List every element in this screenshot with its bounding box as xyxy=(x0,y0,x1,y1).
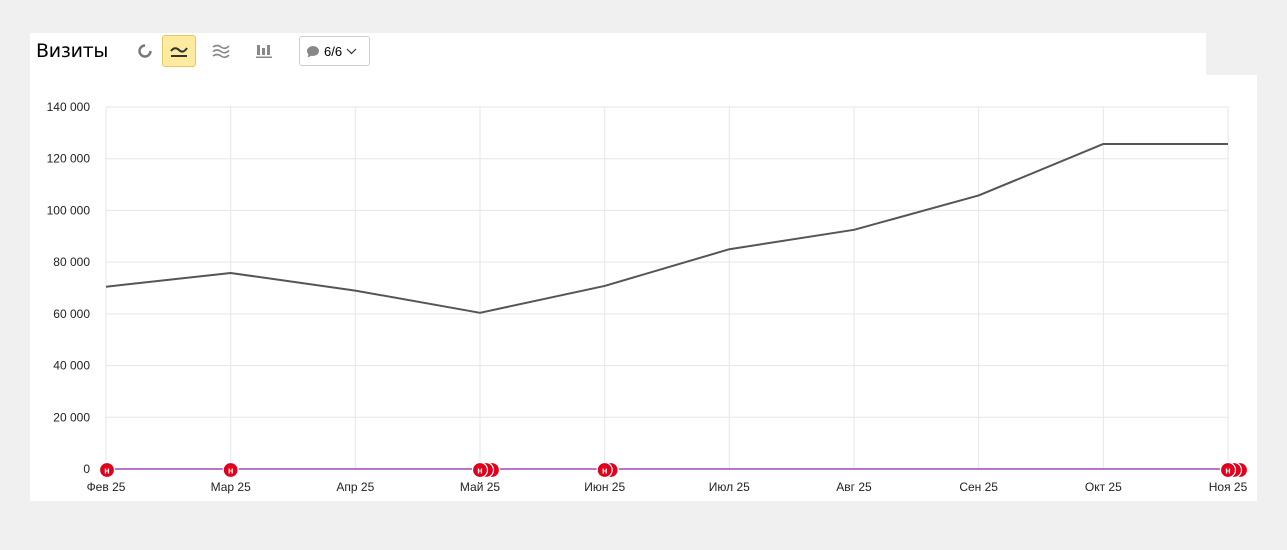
note-marker[interactable] xyxy=(98,461,116,479)
data-point[interactable] xyxy=(477,310,483,316)
data-point[interactable] xyxy=(1225,141,1231,147)
y-tick-label: 100 000 xyxy=(47,203,91,217)
chart-panel xyxy=(30,75,1257,501)
note-marker[interactable] xyxy=(471,461,489,479)
note-marker-label: н xyxy=(228,466,233,476)
pie-chart-icon xyxy=(138,44,152,58)
series-line-visits xyxy=(105,142,1228,314)
x-tick-label: Мар 25 xyxy=(211,480,251,494)
note-marker[interactable] xyxy=(222,461,239,479)
data-point[interactable] xyxy=(103,284,109,290)
note-marker-label: н xyxy=(104,466,109,476)
note-marker[interactable] xyxy=(596,461,613,479)
bar-chart-mode-button[interactable] xyxy=(247,35,281,67)
data-point[interactable] xyxy=(1100,141,1106,147)
x-tick-label: Фев 25 xyxy=(87,480,126,494)
chart-header-panel xyxy=(30,33,1206,75)
area-chart-icon xyxy=(212,44,230,59)
x-tick-label: Сен 25 xyxy=(959,480,998,494)
data-point[interactable] xyxy=(602,283,608,289)
y-tick-label: 0 xyxy=(83,462,90,476)
pie-chart-mode-button[interactable] xyxy=(128,35,162,67)
x-tick-label: Июн 25 xyxy=(584,480,625,494)
note-marker-label: н xyxy=(477,466,482,476)
note-marker-label: н xyxy=(602,466,607,476)
line-chart-mode-button[interactable] xyxy=(162,35,196,67)
line-chart-icon xyxy=(170,47,188,57)
notes-filter-value: 6/6 xyxy=(324,43,343,59)
x-tick-label: Окт 25 xyxy=(1085,480,1122,494)
data-point[interactable] xyxy=(352,288,358,294)
x-tick-label: Авг 25 xyxy=(836,480,872,494)
data-point[interactable] xyxy=(976,192,982,198)
y-tick-label: 40 000 xyxy=(53,359,90,373)
note-marker[interactable] xyxy=(1219,461,1237,479)
data-point[interactable] xyxy=(851,227,857,233)
chart-title: Визиты xyxy=(36,40,109,62)
y-tick-label: 80 000 xyxy=(53,255,90,269)
comment-icon xyxy=(307,45,319,57)
area-chart-mode-button[interactable] xyxy=(204,35,238,67)
y-tick-label: 20 000 xyxy=(53,410,90,424)
x-tick-label: Июл 25 xyxy=(709,480,750,494)
y-tick-label: 120 000 xyxy=(47,152,91,166)
notes-filter-dropdown[interactable]: 6/6 xyxy=(299,36,370,66)
note-marker-label: н xyxy=(1225,466,1230,476)
x-tick-label: Май 25 xyxy=(460,480,501,494)
x-tick-label: Апр 25 xyxy=(336,480,374,494)
data-point[interactable] xyxy=(726,246,732,252)
chevron-down-icon xyxy=(346,48,357,54)
bar-chart-icon xyxy=(256,45,272,58)
y-tick-label: 60 000 xyxy=(53,307,90,321)
y-tick-label: 140 000 xyxy=(47,100,91,114)
x-tick-label: Ноя 25 xyxy=(1209,480,1248,494)
data-point[interactable] xyxy=(228,270,234,276)
